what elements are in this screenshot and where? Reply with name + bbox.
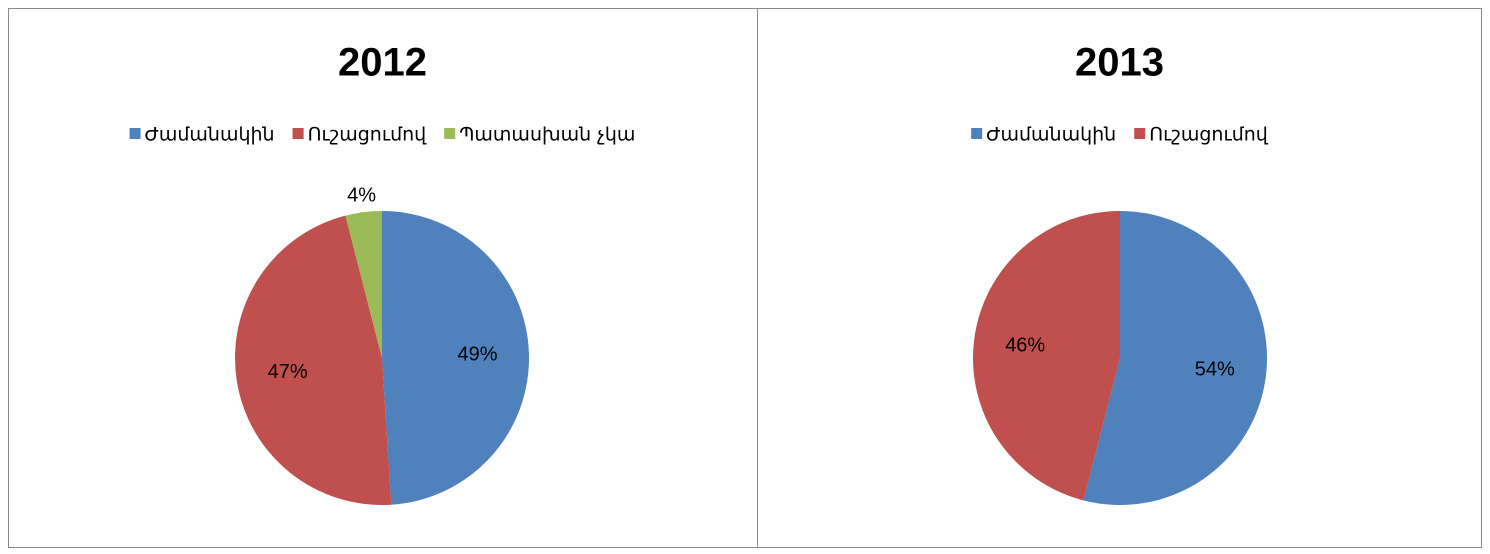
legend-label: Ուշացումով [1149,124,1269,146]
pie-slice [345,211,382,358]
legend-swatch [971,128,983,139]
pie-slice [1083,211,1268,506]
legend-swatch [129,128,141,139]
data-label: 46% [1005,334,1045,356]
legend-swatch [444,128,456,139]
legend-label: Ուշացումով [308,124,428,146]
data-label: 49% [457,343,497,365]
data-label: 54% [1195,358,1235,380]
pie-slice [234,215,392,505]
chart-title: 2013 [1075,41,1164,85]
legend-label: Ժամանակին [145,124,275,146]
legend-label: Պատասխան չկա [459,124,635,146]
legend-label: Ժամանակին [986,124,1116,146]
chart-title: 2012 [338,41,427,85]
data-label: 4% [347,185,376,207]
frame [8,8,1482,548]
data-label: 47% [268,361,308,383]
pie-slice [973,211,1120,501]
legend-swatch [1134,128,1146,139]
pie-slice [382,211,529,505]
legend-swatch [292,128,304,139]
